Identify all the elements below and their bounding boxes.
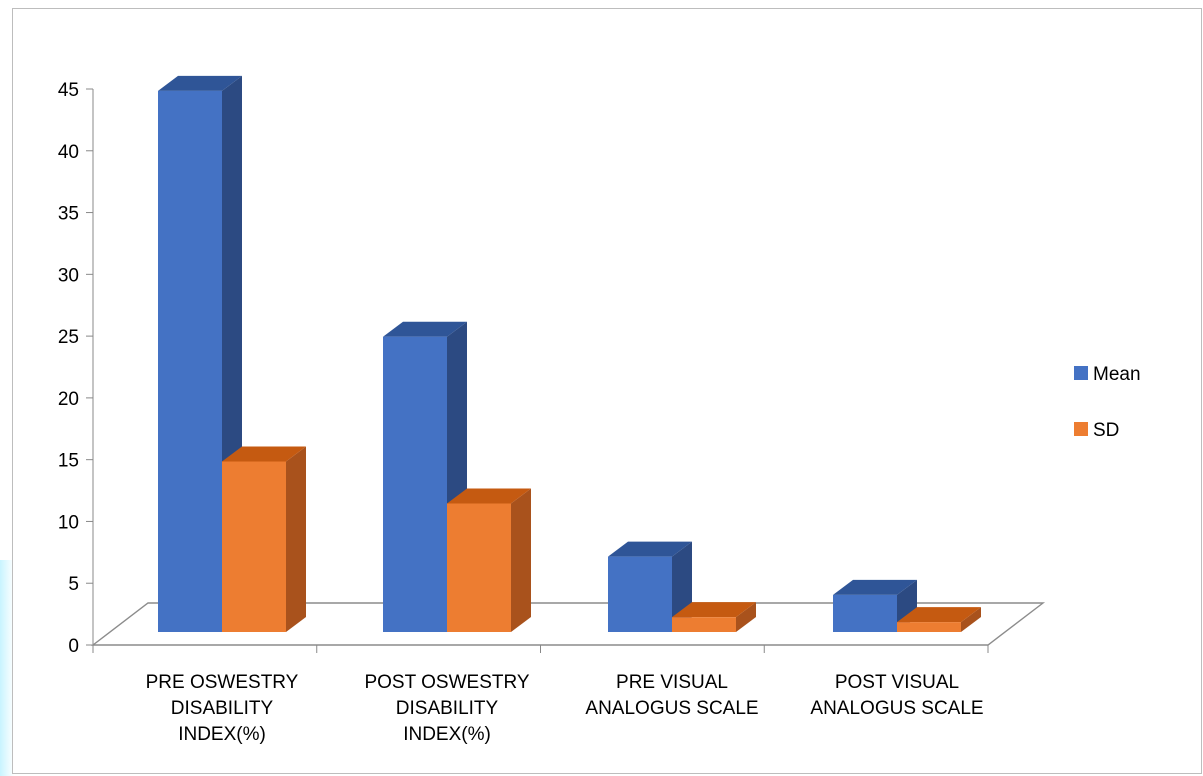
bar-sd-2: [447, 488, 531, 632]
bar-mean-1: [158, 75, 242, 633]
bar-mean-4-top: [833, 579, 917, 595]
bar-sd-4-side: [961, 607, 981, 632]
bar-sd-3-top: [672, 602, 756, 618]
chart-axes: 0 5 10 15 20 25 30 35 40 45: [58, 80, 1046, 657]
legend-label-sd: SD: [1093, 420, 1119, 441]
bar-mean-4: [833, 579, 917, 632]
legend-swatch-mean: [1074, 366, 1088, 380]
bar-sd-3-front: [672, 617, 736, 632]
y-tick-label: 25: [58, 327, 79, 348]
y-tick-label: 10: [58, 512, 79, 533]
bar-sd-3-side: [736, 602, 756, 632]
chart-bars: [158, 75, 981, 633]
y-tick-label: 15: [58, 451, 79, 472]
x-category-label: POST OSWESTRY DISABILITY INDEX(%): [364, 672, 529, 745]
bar-sd-4-top: [897, 607, 981, 623]
bar-mean-1-top: [158, 75, 242, 91]
y-tick-label: 35: [58, 204, 79, 225]
bar-sd-2-top: [447, 488, 531, 504]
x-category-label-line: INDEX(%): [178, 724, 266, 745]
x-category-label-line: INDEX(%): [403, 724, 491, 745]
legend-swatch-sd: [1074, 422, 1088, 436]
x-category-label-line: ANALOGUS SCALE: [585, 698, 758, 719]
bar-sd-1-side: [286, 446, 306, 632]
y-tick-label: 30: [58, 265, 79, 286]
chart-floor: [90, 602, 1046, 646]
bar-sd-1: [222, 446, 306, 632]
x-category-label-line: DISABILITY: [171, 698, 274, 719]
y-tick-label: 0: [68, 636, 79, 657]
x-category-label-line: POST VISUAL: [835, 672, 959, 693]
bar-sd-4: [897, 607, 981, 632]
bar-sd-1-front: [222, 461, 286, 632]
left-edge-glow: [0, 560, 14, 776]
bar-mean-3-front: [608, 556, 672, 632]
chart-legend: Mean SD: [1074, 364, 1141, 441]
bar-mean-4-front: [833, 594, 897, 632]
x-category-label-line: PRE OSWESTRY: [146, 672, 299, 693]
bar-sd-2-side: [511, 488, 531, 632]
x-category-label-line: POST OSWESTRY: [364, 672, 529, 693]
x-category-label: POST VISUAL ANALOGUS SCALE: [810, 672, 983, 719]
bar-mean-2-top: [383, 321, 467, 337]
bar-sd-4-front: [897, 622, 961, 632]
bar-mean-2-front: [383, 336, 447, 632]
bar-mean-1-front: [158, 90, 222, 633]
x-category-label-line: PRE VISUAL: [616, 672, 728, 693]
x-category-label-line: ANALOGUS SCALE: [810, 698, 983, 719]
legend-label-mean: Mean: [1093, 364, 1141, 385]
y-tick-label: 40: [58, 142, 79, 163]
bar-sd-2-front: [447, 503, 511, 632]
y-tick-label: 20: [58, 389, 79, 410]
y-tick-label: 5: [68, 574, 79, 595]
bar-mean-3-top: [608, 541, 692, 557]
chart-labels: PRE OSWESTRY DISABILITY INDEX(%)POST OSWES…: [146, 672, 984, 745]
bar-sd-3: [672, 602, 756, 632]
y-tick-label: 45: [58, 80, 79, 101]
x-category-label-line: DISABILITY: [396, 698, 499, 719]
bar-sd-1-top: [222, 446, 306, 462]
x-category-label: PRE VISUAL ANALOGUS SCALE: [585, 672, 758, 719]
x-category-label: PRE OSWESTRY DISABILITY INDEX(%): [146, 672, 299, 745]
